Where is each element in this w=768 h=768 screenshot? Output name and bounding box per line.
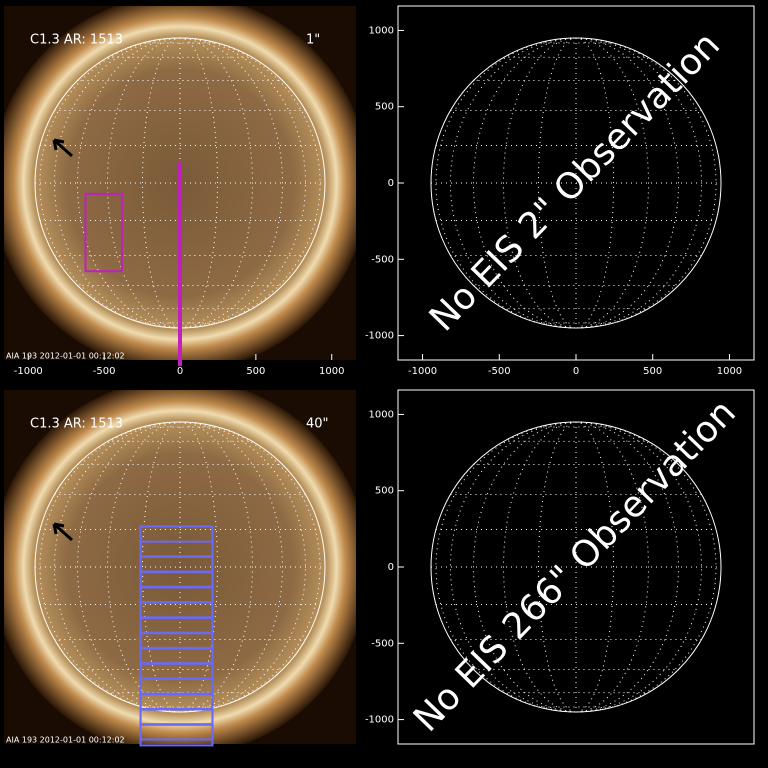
x-tick-label: 500 — [246, 366, 265, 377]
longitude — [575, 421, 615, 713]
longitude — [179, 37, 307, 329]
x-tick-label: -500 — [93, 366, 116, 377]
longitude — [575, 421, 649, 713]
longitude — [53, 421, 181, 713]
x-tick-label: -500 — [488, 366, 511, 377]
y-tick-label: 1000 — [369, 25, 394, 36]
longitude — [449, 37, 577, 329]
arrow — [52, 522, 73, 542]
longitude — [575, 37, 680, 329]
x-tick-label: 0 — [177, 366, 183, 377]
panel-tag: 40" — [306, 417, 329, 432]
panel: C1.3 AR: 1513 40" AIA 193 2012-01-01 00:12… — [4, 390, 356, 747]
longitude — [39, 421, 181, 713]
longitude — [179, 421, 284, 713]
raster-box — [84, 192, 123, 273]
longitude — [435, 37, 577, 329]
footer: AIA 193 2012-01-01 00:12:02 — [6, 352, 125, 361]
footer: AIA 193 2012-01-01 00:12:02 — [6, 736, 125, 745]
x-tick-label: 1000 — [319, 366, 344, 377]
corona — [4, 6, 356, 360]
panel-label: C1.3 AR: 1513 — [30, 417, 123, 432]
longitude — [537, 421, 577, 713]
y-tick-label: 500 — [375, 486, 394, 497]
longitude — [472, 421, 577, 713]
longitude — [449, 421, 577, 713]
y-tick-label: -1000 — [365, 715, 394, 726]
x-tick-label: -1000 — [14, 366, 43, 377]
x-tick-label: 500 — [643, 366, 662, 377]
longitude — [179, 421, 253, 713]
longitude — [575, 37, 703, 329]
longitude — [107, 37, 181, 329]
y-tick-label: 1000 — [369, 409, 394, 420]
panel: C1.3 AR: 1513 1" AIA 193 2012-01-01 00:12:… — [4, 6, 356, 377]
x-tick-label: 0 — [573, 366, 579, 377]
longitude — [141, 421, 181, 713]
longitude — [179, 37, 321, 329]
longitude — [76, 421, 181, 713]
longitude — [76, 37, 181, 329]
arrow — [52, 138, 73, 158]
longitude — [503, 421, 577, 713]
longitude — [107, 421, 181, 713]
longitude — [435, 421, 577, 713]
sun-image — [4, 390, 356, 744]
longitude — [39, 37, 181, 329]
raster-box — [139, 723, 214, 747]
y-tick-label: -500 — [371, 254, 394, 265]
sun-image — [4, 6, 356, 360]
longitude — [179, 37, 284, 329]
longitude — [53, 37, 181, 329]
longitude — [575, 37, 649, 329]
longitude — [503, 37, 577, 329]
longitude — [179, 421, 321, 713]
longitude — [472, 37, 577, 329]
longitude — [575, 421, 717, 713]
longitude — [179, 421, 307, 713]
y-tick-label: 0 — [388, 178, 394, 189]
longitude — [179, 37, 253, 329]
longitude — [575, 37, 717, 329]
y-tick-label: -1000 — [365, 331, 394, 342]
x-tick-label: 1000 — [717, 366, 742, 377]
y-tick-label: -500 — [371, 638, 394, 649]
y-tick-label: 0 — [388, 562, 394, 573]
longitude — [575, 421, 703, 713]
longitude — [179, 421, 219, 713]
panel-label: C1.3 AR: 1513 — [30, 33, 123, 48]
panel-tag: 1" — [306, 33, 320, 48]
x-tick-label: -1000 — [408, 366, 437, 377]
y-tick-label: 500 — [375, 102, 394, 113]
longitude — [575, 421, 680, 713]
